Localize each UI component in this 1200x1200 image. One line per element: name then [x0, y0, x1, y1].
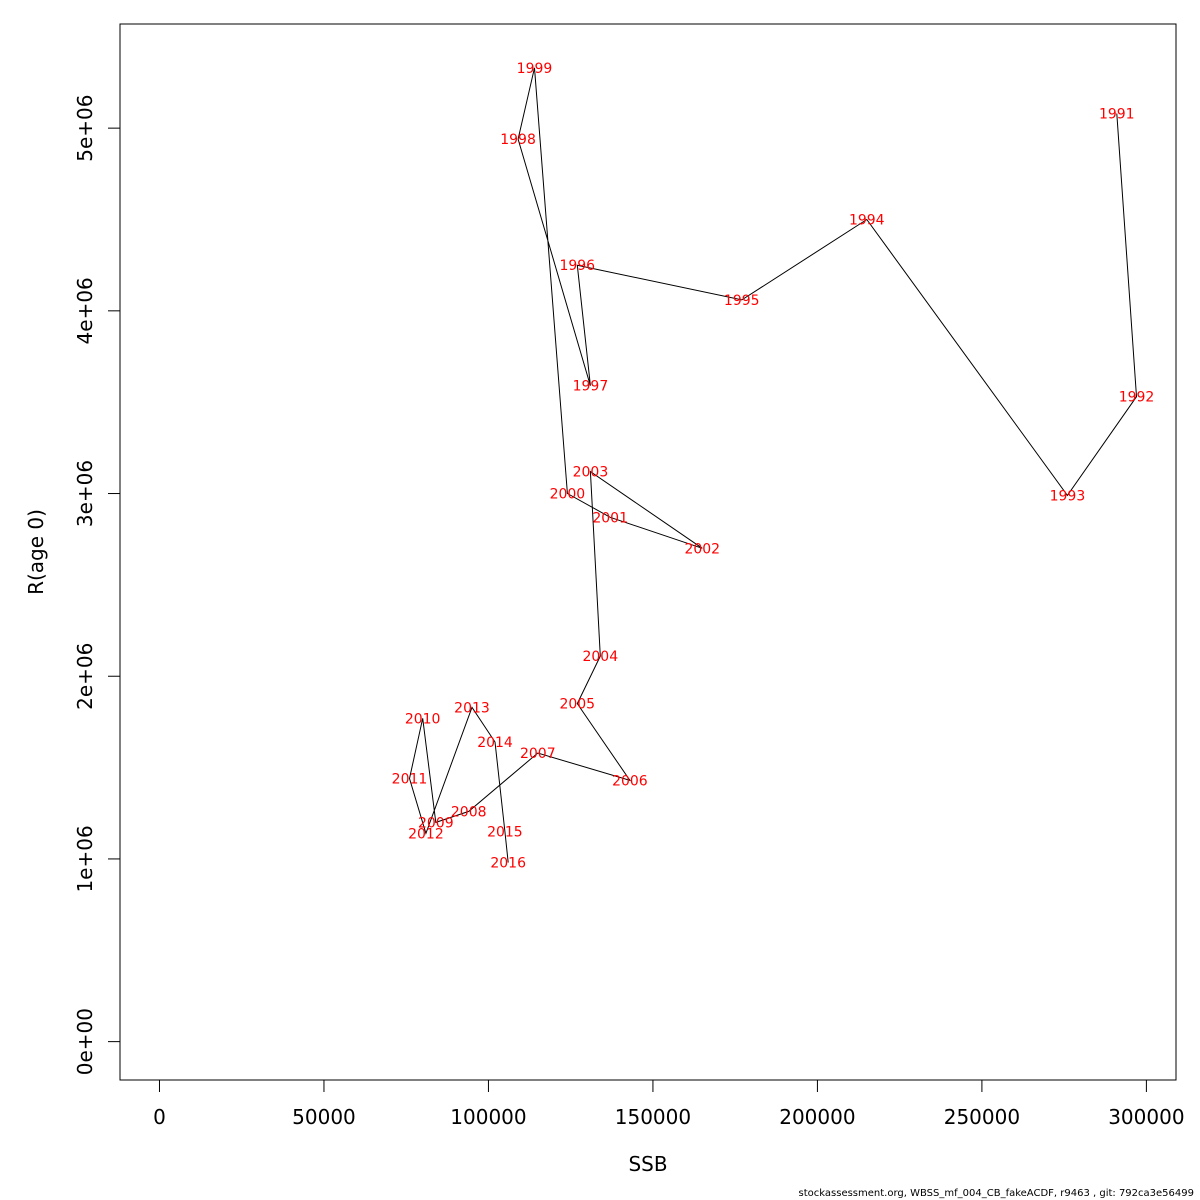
y-axis-title: R(age 0)	[24, 509, 48, 595]
point-year-label: 2002	[684, 541, 720, 557]
point-year-label: 1992	[1119, 390, 1155, 406]
y-tick-label: 0e+00	[73, 1008, 97, 1075]
point-year-label: 2012	[408, 826, 444, 842]
year-labels: 1991 1992 1993 1994 1995 1996 1997 1998 1999 2000…	[392, 61, 1155, 872]
x-axis-title: SSB	[628, 1152, 667, 1176]
point-year-label: 1996	[559, 258, 595, 274]
plot-box	[119, 23, 1177, 1081]
point-year-label: 1993	[1050, 488, 1086, 504]
y-axis: 0e+00 1e+06 2e+06 3e+06 4e+06 5e+06	[73, 95, 121, 1075]
point-year-label: 1997	[573, 379, 609, 395]
point-year-label: 2008	[451, 804, 487, 820]
point-year-label: 2014	[477, 735, 513, 751]
point-year-label: 1998	[500, 132, 536, 148]
y-tick-label: 2e+06	[73, 643, 97, 710]
point-year-label: 2013	[454, 700, 490, 716]
y-tick-label: 1e+06	[73, 825, 97, 892]
point-year-label: 2009	[418, 815, 454, 831]
y-tick-label: 4e+06	[73, 277, 97, 344]
x-tick-label: 50000	[292, 1105, 356, 1129]
point-year-label: 2006	[612, 773, 648, 789]
point-year-label: 1994	[849, 212, 885, 228]
x-tick-label: 250000	[944, 1105, 1020, 1129]
point-year-label: 2007	[520, 746, 556, 762]
x-tick-label: 300000	[1108, 1105, 1184, 1129]
series-path	[408, 67, 1138, 863]
x-tick-label: 100000	[450, 1105, 526, 1129]
point-year-label: 2001	[592, 510, 628, 526]
footer-credit: stockassessment.org, WBSS_mf_004_CB_fake…	[798, 1188, 1194, 1199]
point-year-label: 2000	[550, 487, 586, 503]
point-year-label: 2010	[405, 711, 441, 727]
point-year-label: 1999	[517, 61, 553, 77]
point-year-label: 1991	[1099, 107, 1135, 123]
point-year-label: 2015	[487, 825, 523, 841]
sr-trajectory-line	[408, 67, 1138, 863]
x-tick-label: 150000	[615, 1105, 691, 1129]
x-tick-label: 0	[153, 1105, 166, 1129]
point-year-label: 2003	[573, 465, 609, 481]
y-tick-label: 3e+06	[73, 460, 97, 527]
x-axis: 0 50000 100000 150000 200000 250000 300000	[153, 1079, 1185, 1129]
point-year-label: 1995	[724, 293, 760, 309]
x-tick-label: 200000	[779, 1105, 855, 1129]
point-year-label: 2004	[582, 649, 618, 665]
point-year-label: 2016	[490, 856, 526, 872]
point-year-label: 2005	[559, 697, 595, 713]
y-tick-label: 5e+06	[73, 95, 97, 162]
point-year-label: 2011	[392, 772, 428, 788]
